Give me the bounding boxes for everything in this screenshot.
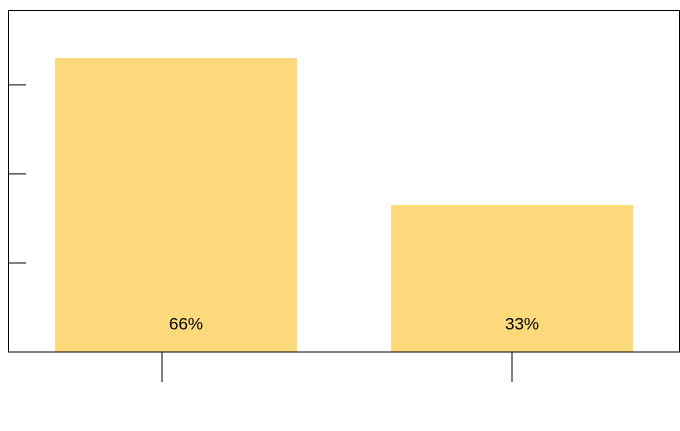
value-label: 66%	[169, 314, 203, 333]
value-label: 33%	[505, 314, 539, 333]
bar	[55, 58, 297, 352]
bar	[391, 205, 633, 352]
